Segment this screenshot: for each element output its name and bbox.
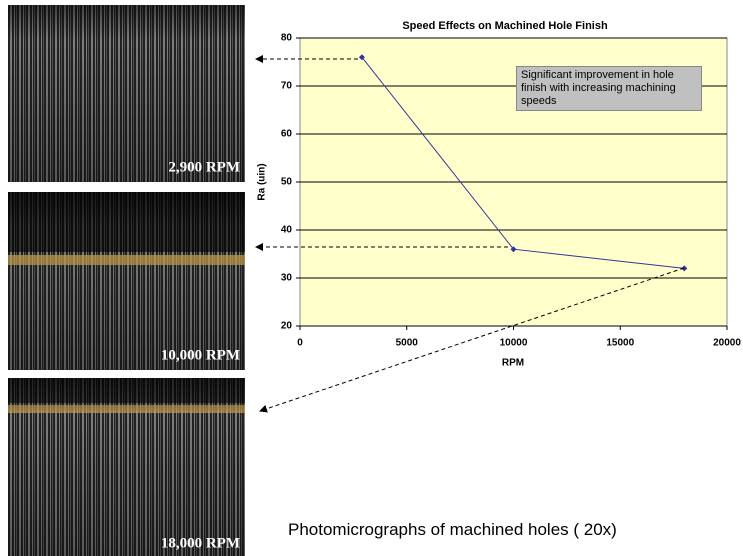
- y-tick-label: 80: [281, 33, 293, 44]
- y-tick-label: 20: [281, 321, 293, 332]
- caption: Photomicrographs of machined holes ( 20x…: [288, 520, 617, 539]
- y-tick-label: 70: [281, 81, 293, 92]
- annotation: Significant improvement in hole finish w…: [516, 66, 702, 111]
- data-point: [358, 54, 365, 61]
- photo: 2,900 RPM: [8, 5, 245, 182]
- photo-label: 2,900 RPM: [168, 159, 240, 175]
- y-tick-label: 40: [281, 225, 293, 236]
- y-tick-label: 30: [281, 273, 293, 284]
- y-axis-label: Ra (uin): [257, 163, 268, 200]
- photo-label: 18,000 RPM: [161, 535, 240, 551]
- pointer-arrow: [259, 267, 685, 413]
- y-tick-label: 50: [281, 177, 293, 188]
- x-tick-label: 10000: [500, 338, 528, 349]
- data-point: [510, 246, 517, 253]
- x-axis-label: RPM: [502, 358, 524, 369]
- data-point: [681, 265, 688, 272]
- y-tick-label: 60: [281, 129, 293, 140]
- photo: 10,000 RPM: [8, 192, 245, 370]
- chart-title: Speed Effects on Machined Hole Finish: [402, 20, 608, 32]
- photo: 18,000 RPM: [8, 378, 245, 556]
- x-tick-label: 15000: [606, 338, 634, 349]
- photo-label: 10,000 RPM: [161, 347, 240, 363]
- x-tick-label: 0: [297, 338, 303, 349]
- x-tick-label: 20000: [713, 338, 741, 349]
- x-tick-label: 5000: [396, 338, 419, 349]
